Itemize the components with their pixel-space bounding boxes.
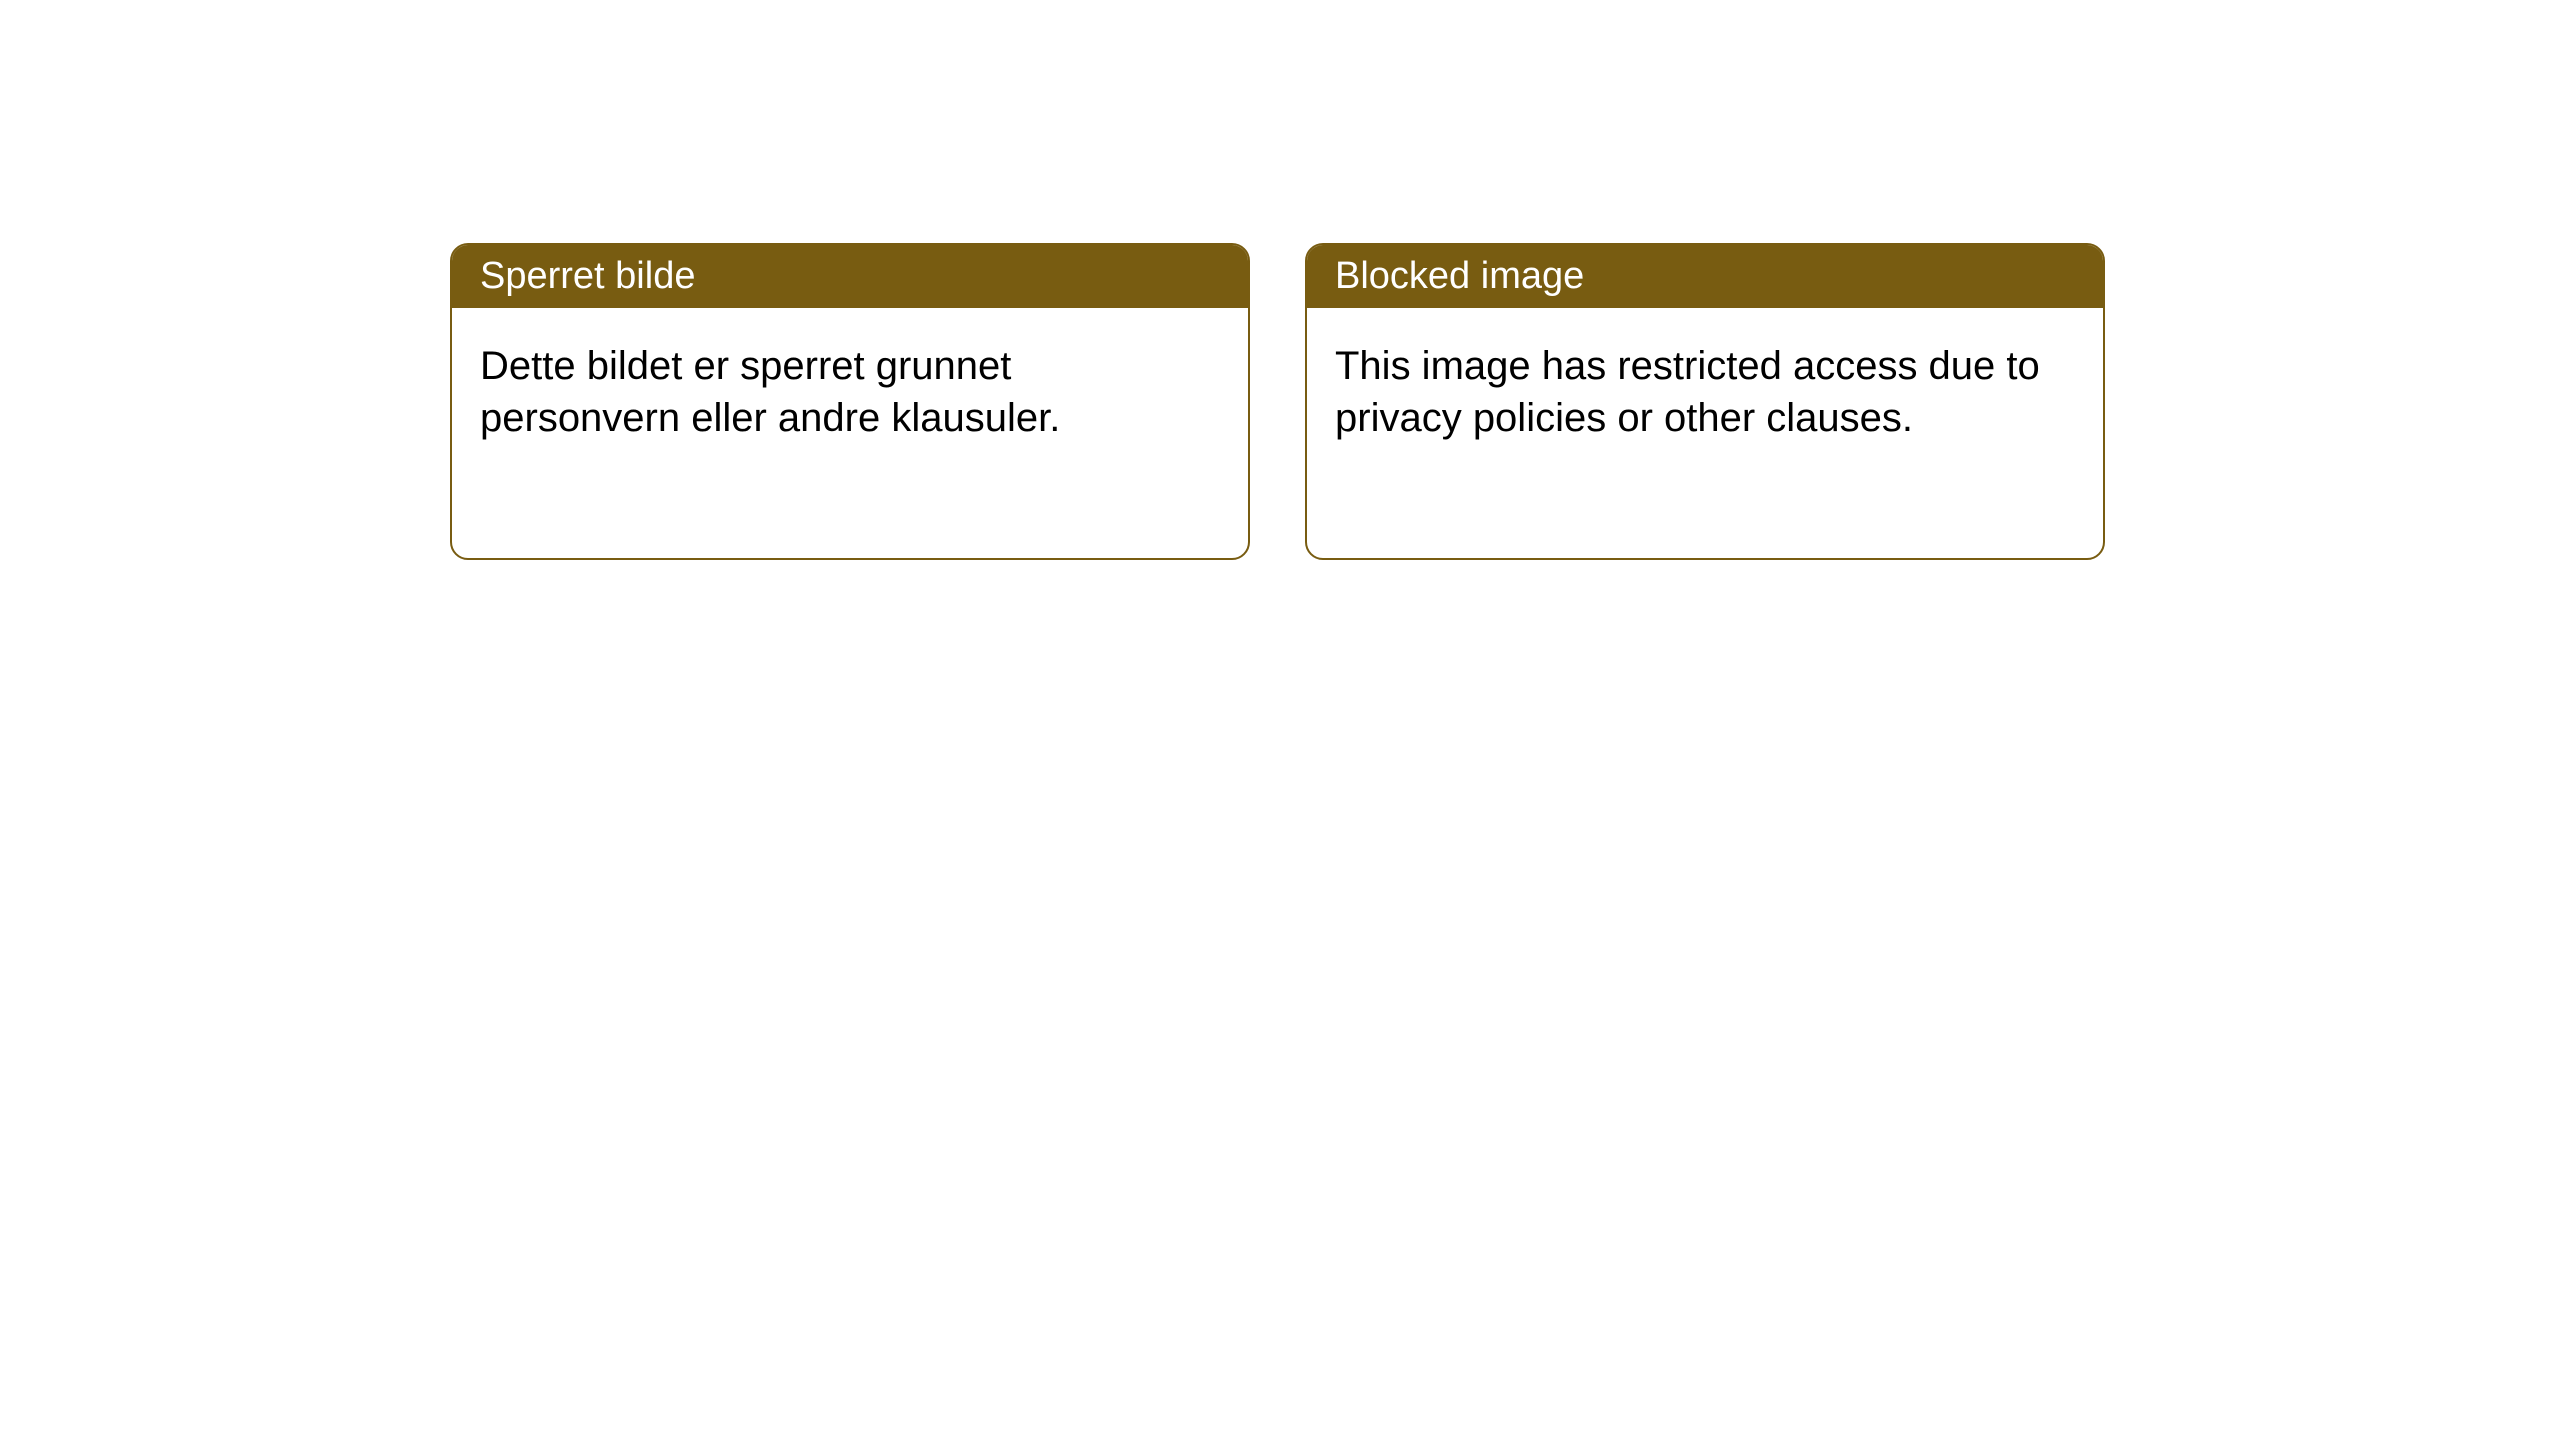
notice-title-english: Blocked image (1307, 245, 2103, 308)
notice-body-norwegian: Dette bildet er sperret grunnet personve… (452, 308, 1248, 558)
notice-container: Sperret bilde Dette bildet er sperret gr… (450, 243, 2105, 560)
notice-body-english: This image has restricted access due to … (1307, 308, 2103, 558)
notice-title-norwegian: Sperret bilde (452, 245, 1248, 308)
notice-card-english: Blocked image This image has restricted … (1305, 243, 2105, 560)
notice-card-norwegian: Sperret bilde Dette bildet er sperret gr… (450, 243, 1250, 560)
